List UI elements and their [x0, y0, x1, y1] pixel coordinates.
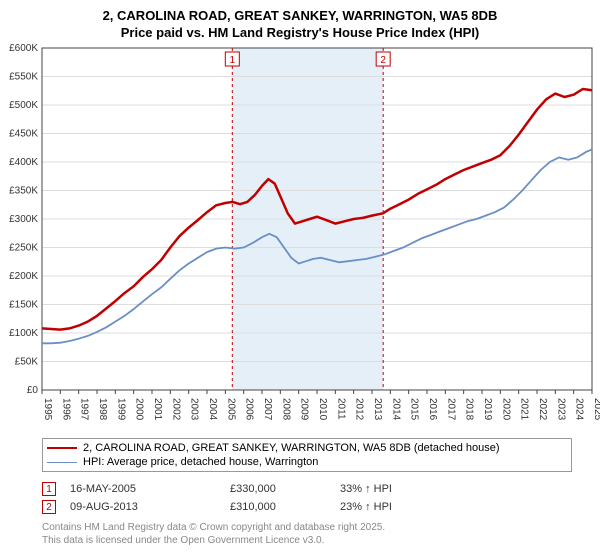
- svg-text:£100K: £100K: [9, 328, 38, 339]
- svg-text:1996: 1996: [60, 398, 71, 421]
- transaction-price: £310,000: [230, 501, 340, 513]
- title-line-1: 2, CAROLINA ROAD, GREAT SANKEY, WARRINGT…: [0, 8, 600, 25]
- marker-badge: 1: [42, 482, 56, 496]
- svg-text:2019: 2019: [482, 398, 493, 421]
- svg-text:2014: 2014: [390, 398, 401, 421]
- attribution-line: Contains HM Land Registry data © Crown c…: [42, 522, 385, 535]
- svg-text:£0: £0: [27, 385, 39, 396]
- svg-text:2018: 2018: [464, 398, 475, 421]
- transaction-date: 09-AUG-2013: [70, 501, 230, 513]
- svg-text:2022: 2022: [537, 398, 548, 421]
- title-line-2: Price paid vs. HM Land Registry's House …: [0, 25, 600, 42]
- transaction-row: 1 16-MAY-2005£330,00033% ↑ HPI: [42, 480, 572, 498]
- svg-text:1997: 1997: [79, 398, 90, 421]
- svg-text:2005: 2005: [225, 398, 236, 421]
- svg-text:2006: 2006: [244, 398, 255, 421]
- attribution: Contains HM Land Registry data © Crown c…: [42, 522, 385, 547]
- chart-title: 2, CAROLINA ROAD, GREAT SANKEY, WARRINGT…: [0, 0, 600, 42]
- svg-text:2023: 2023: [555, 398, 566, 421]
- legend-item-hpi: HPI: Average price, detached house, Warr…: [47, 455, 567, 469]
- svg-text:1999: 1999: [115, 398, 126, 421]
- svg-text:2008: 2008: [280, 398, 291, 421]
- transaction-row: 2 09-AUG-2013£310,00023% ↑ HPI: [42, 498, 572, 516]
- svg-text:2003: 2003: [189, 398, 200, 421]
- svg-text:1998: 1998: [97, 398, 108, 421]
- svg-text:2001: 2001: [152, 398, 163, 421]
- transaction-hpi: 23% ↑ HPI: [340, 501, 572, 513]
- svg-text:£400K: £400K: [9, 157, 38, 168]
- svg-text:£600K: £600K: [9, 43, 38, 54]
- svg-text:1995: 1995: [42, 398, 53, 421]
- svg-text:1: 1: [230, 55, 236, 66]
- svg-text:£350K: £350K: [9, 186, 38, 197]
- svg-text:£150K: £150K: [9, 300, 38, 311]
- svg-text:£450K: £450K: [9, 129, 38, 140]
- svg-text:2004: 2004: [207, 398, 218, 421]
- attribution-line: This data is licensed under the Open Gov…: [42, 535, 385, 548]
- svg-text:2016: 2016: [427, 398, 438, 421]
- svg-text:2017: 2017: [445, 398, 456, 421]
- svg-text:£200K: £200K: [9, 271, 38, 282]
- svg-text:2021: 2021: [519, 398, 530, 421]
- svg-text:2009: 2009: [299, 398, 310, 421]
- marker-badge: 2: [42, 500, 56, 514]
- svg-text:£250K: £250K: [9, 243, 38, 254]
- svg-text:2: 2: [380, 55, 386, 66]
- svg-text:2011: 2011: [335, 398, 346, 420]
- transaction-hpi: 33% ↑ HPI: [340, 483, 572, 495]
- svg-text:2000: 2000: [134, 398, 145, 421]
- svg-text:2007: 2007: [262, 398, 273, 421]
- svg-text:£300K: £300K: [9, 214, 38, 225]
- svg-text:2013: 2013: [372, 398, 383, 421]
- line-chart: £0 £50K £100K £150K £200K £250K £300K £350K £400…: [0, 42, 600, 436]
- transaction-price: £330,000: [230, 483, 340, 495]
- transactions-table: 1 16-MAY-2005£330,00033% ↑ HPI 2 09-AUG-201…: [42, 480, 572, 516]
- svg-text:2020: 2020: [500, 398, 511, 421]
- svg-text:2025: 2025: [592, 398, 600, 421]
- legend-label: HPI: Average price, detached house, Warr…: [83, 456, 318, 468]
- transaction-date: 16-MAY-2005: [70, 483, 230, 495]
- legend-item-price-paid: 2, CAROLINA ROAD, GREAT SANKEY, WARRINGT…: [47, 441, 567, 455]
- legend-label: 2, CAROLINA ROAD, GREAT SANKEY, WARRINGT…: [83, 442, 500, 454]
- svg-text:2012: 2012: [354, 398, 365, 421]
- svg-text:2024: 2024: [574, 398, 585, 421]
- svg-text:2015: 2015: [409, 398, 420, 421]
- svg-text:2002: 2002: [170, 398, 181, 421]
- svg-text:£550K: £550K: [9, 72, 38, 83]
- svg-text:£500K: £500K: [9, 100, 38, 111]
- svg-text:£50K: £50K: [15, 357, 39, 368]
- legend: 2, CAROLINA ROAD, GREAT SANKEY, WARRINGT…: [42, 438, 572, 472]
- svg-text:2010: 2010: [317, 398, 328, 421]
